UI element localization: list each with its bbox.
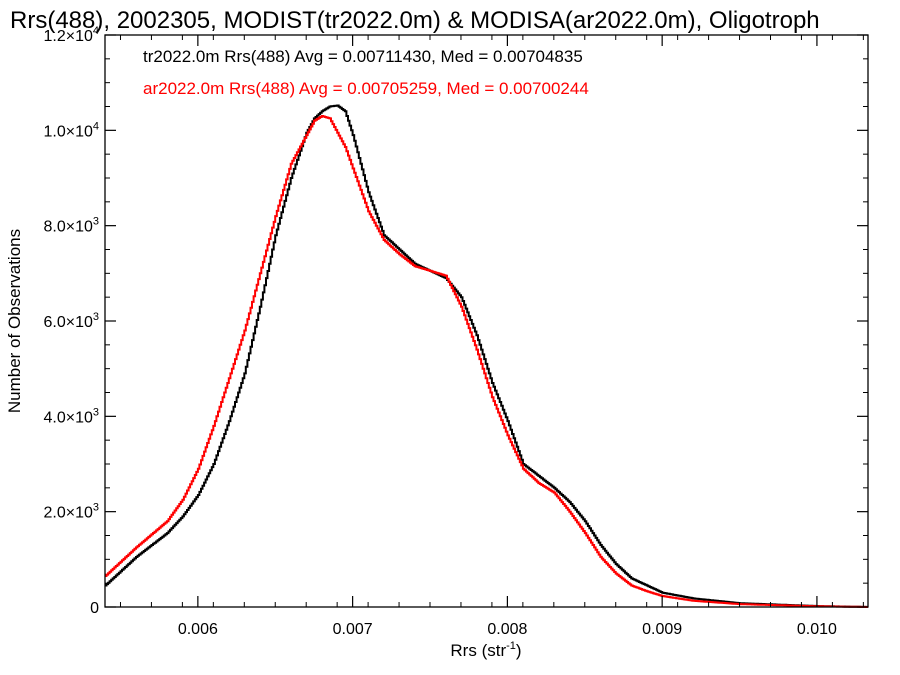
series-layer	[105, 104, 868, 608]
x-tick-label: 0.009	[642, 621, 682, 638]
chart-title: Rrs(488), 2002305, MODIST(tr2022.0m) & M…	[10, 7, 820, 34]
plot-frame	[104, 34, 869, 608]
y-tick-label: 8.0×103	[43, 216, 99, 236]
y-tick-label: 2.0×103	[43, 502, 99, 522]
x-axis-title: Rrs (str-1)	[450, 640, 521, 660]
y-tick-label: 0	[90, 600, 99, 617]
x-axis-title-end: )	[516, 641, 522, 660]
legend: tr2022.0m Rrs(488) Avg = 0.00711430, Med…	[143, 47, 589, 98]
ticks-layer: 0.006 0.007 0.008 0.009 0.010 0 2.0×103 4.0×103…	[43, 25, 868, 638]
x-tick-label: 0.006	[178, 621, 218, 638]
x-axis-title-sup: -1	[506, 640, 516, 652]
y-tick-label: 1.2×104	[43, 25, 99, 45]
series-line-ar	[105, 115, 868, 608]
y-axis-title: Number of Observations	[5, 229, 24, 413]
legend-entry-tr: tr2022.0m Rrs(488) Avg = 0.00711430, Med…	[143, 47, 583, 66]
x-axis-title-main: Rrs (str	[450, 641, 506, 660]
x-tick-label: 0.010	[797, 621, 837, 638]
y-tick-label: 4.0×103	[43, 406, 99, 426]
y-tick-label: 1.0×104	[43, 120, 99, 140]
x-tick-label: 0.007	[333, 621, 373, 638]
legend-entry-ar: ar2022.0m Rrs(488) Avg = 0.00705259, Med…	[143, 79, 589, 98]
y-tick-label: 6.0×103	[43, 311, 99, 331]
series-line-tr	[105, 104, 868, 608]
x-tick-label: 0.008	[487, 621, 527, 638]
